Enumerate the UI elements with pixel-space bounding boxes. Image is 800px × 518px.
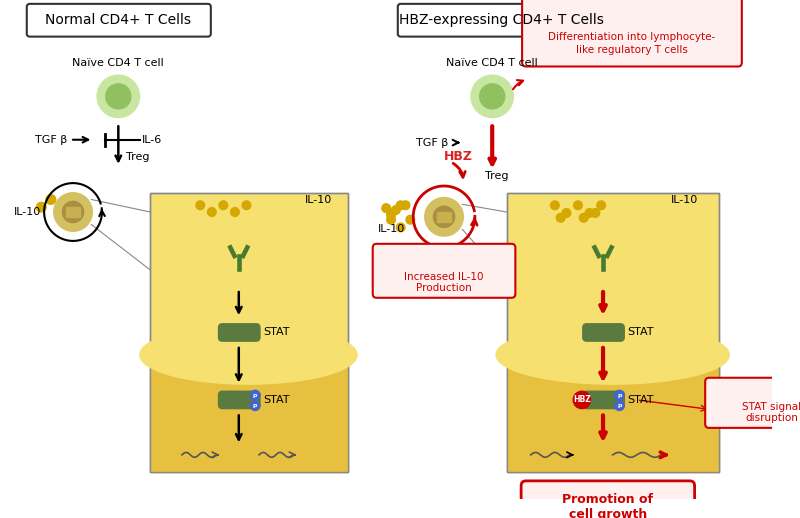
Circle shape: [550, 201, 559, 210]
Bar: [150, 193, 348, 472]
Text: IL-10: IL-10: [305, 195, 332, 206]
Text: IL-10: IL-10: [671, 195, 698, 206]
Circle shape: [591, 209, 600, 218]
Text: Naïve CD4 T cell: Naïve CD4 T cell: [446, 57, 538, 68]
Circle shape: [425, 197, 463, 236]
Circle shape: [230, 208, 239, 217]
Bar: [506, 193, 718, 472]
Text: Treg: Treg: [126, 152, 150, 162]
Text: like regulatory T cells: like regulatory T cells: [576, 45, 688, 55]
Circle shape: [219, 201, 228, 210]
Text: STAT: STAT: [627, 395, 654, 405]
FancyBboxPatch shape: [26, 4, 211, 37]
Circle shape: [574, 201, 582, 210]
FancyBboxPatch shape: [398, 4, 606, 37]
Circle shape: [579, 213, 588, 222]
FancyBboxPatch shape: [506, 193, 718, 472]
Text: HBZ: HBZ: [573, 395, 590, 405]
Circle shape: [396, 223, 405, 232]
FancyBboxPatch shape: [522, 0, 742, 66]
Circle shape: [386, 215, 395, 224]
Circle shape: [562, 209, 570, 218]
Bar: [150, 355, 348, 472]
Circle shape: [242, 201, 251, 210]
Text: p: p: [618, 393, 622, 398]
Text: HBZ-expressing CD4+ T Cells: HBZ-expressing CD4+ T Cells: [399, 13, 604, 27]
FancyBboxPatch shape: [521, 481, 694, 518]
Text: STAT signal: STAT signal: [742, 401, 800, 412]
Text: Treg: Treg: [486, 171, 509, 181]
Text: TGF β: TGF β: [416, 138, 449, 148]
Text: Promotion of: Promotion of: [562, 493, 654, 506]
Text: cell growth: cell growth: [569, 508, 647, 518]
FancyBboxPatch shape: [583, 391, 624, 409]
Circle shape: [250, 401, 260, 411]
Circle shape: [382, 204, 390, 212]
Circle shape: [614, 390, 624, 400]
Circle shape: [396, 201, 405, 210]
Circle shape: [586, 209, 594, 218]
Circle shape: [62, 202, 84, 223]
Text: p: p: [618, 403, 622, 408]
Circle shape: [207, 208, 216, 217]
Ellipse shape: [140, 325, 357, 384]
Circle shape: [480, 84, 505, 109]
Circle shape: [97, 75, 139, 118]
Text: Increased IL-10: Increased IL-10: [404, 271, 484, 282]
Circle shape: [556, 213, 565, 222]
Circle shape: [597, 201, 606, 210]
Text: IL-6: IL-6: [142, 135, 162, 145]
Text: HBZ: HBZ: [444, 150, 473, 163]
FancyBboxPatch shape: [373, 244, 515, 298]
Text: STAT: STAT: [263, 327, 290, 337]
Text: IL-10: IL-10: [14, 207, 42, 217]
Circle shape: [54, 193, 92, 231]
Ellipse shape: [496, 325, 730, 384]
Text: p: p: [253, 403, 258, 408]
Circle shape: [37, 203, 46, 212]
Bar: [66, 207, 80, 217]
Circle shape: [471, 75, 514, 118]
Text: p: p: [253, 393, 258, 398]
Circle shape: [573, 391, 590, 409]
Bar: [438, 212, 450, 222]
Text: Normal CD4+ T Cells: Normal CD4+ T Cells: [46, 13, 191, 27]
Text: Differentiation into lymphocyte-: Differentiation into lymphocyte-: [548, 32, 715, 41]
Circle shape: [391, 206, 400, 214]
Text: IL-10: IL-10: [378, 224, 405, 234]
Circle shape: [250, 390, 260, 400]
Text: disruption: disruption: [746, 413, 798, 423]
Bar: [506, 355, 718, 472]
Circle shape: [106, 84, 131, 109]
Circle shape: [46, 195, 56, 204]
Text: STAT: STAT: [263, 395, 290, 405]
FancyBboxPatch shape: [150, 193, 348, 472]
FancyBboxPatch shape: [218, 391, 260, 409]
Text: Naïve CD4 T cell: Naïve CD4 T cell: [73, 57, 164, 68]
Circle shape: [386, 210, 395, 219]
Text: Production: Production: [416, 283, 472, 293]
Circle shape: [196, 201, 205, 210]
Circle shape: [401, 201, 410, 210]
FancyBboxPatch shape: [583, 324, 624, 341]
Circle shape: [406, 215, 414, 224]
FancyBboxPatch shape: [218, 324, 260, 341]
Text: STAT: STAT: [627, 327, 654, 337]
FancyBboxPatch shape: [705, 378, 800, 428]
Circle shape: [434, 206, 454, 227]
Text: TGF β: TGF β: [34, 135, 67, 145]
Circle shape: [614, 401, 624, 411]
